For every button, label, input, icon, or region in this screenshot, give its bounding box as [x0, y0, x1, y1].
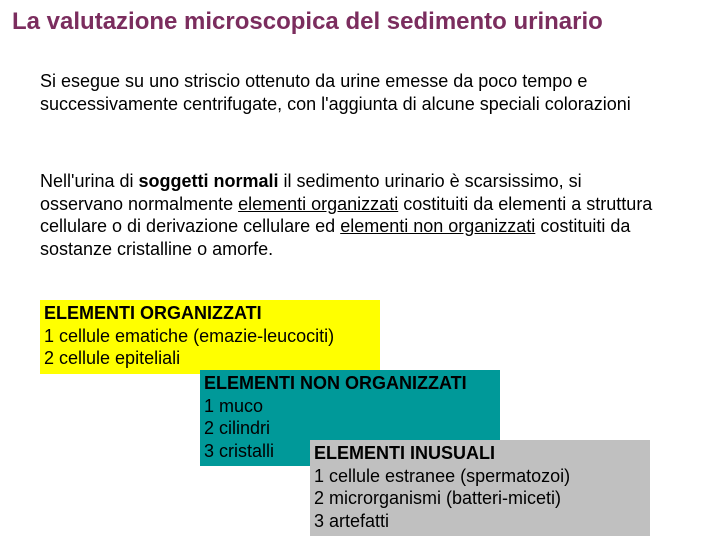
box-line: 2 microrganismi (batteri-miceti) — [314, 487, 644, 510]
p2-bold: soggetti normali — [138, 171, 278, 191]
p2-underline: elementi organizzati — [238, 194, 398, 214]
paragraph-description: Nell'urina di soggetti normali il sedime… — [40, 170, 660, 260]
box-line: 3 artefatti — [314, 510, 644, 533]
box-line: 2 cellule epiteliali — [44, 347, 374, 370]
box-header: ELEMENTI NON ORGANIZZATI — [204, 372, 494, 395]
paragraph-intro: Si esegue su uno striscio ottenuto da ur… — [40, 70, 660, 115]
slide-title: La valutazione microscopica del sediment… — [12, 8, 603, 36]
p2-underline: elementi non organizzati — [340, 216, 535, 236]
box-line: 1 cellule ematiche (emazie-leucociti) — [44, 325, 374, 348]
box-line: 2 cilindri — [204, 417, 494, 440]
box-line: 1 muco — [204, 395, 494, 418]
box-header: ELEMENTI ORGANIZZATI — [44, 302, 374, 325]
box-organizzati: ELEMENTI ORGANIZZATI 1 cellule ematiche … — [40, 300, 380, 374]
p2-text: Nell'urina di — [40, 171, 138, 191]
box-inusuali: ELEMENTI INUSUALI 1 cellule estranee (sp… — [310, 440, 650, 536]
box-header: ELEMENTI INUSUALI — [314, 442, 644, 465]
box-line: 1 cellule estranee (spermatozoi) — [314, 465, 644, 488]
